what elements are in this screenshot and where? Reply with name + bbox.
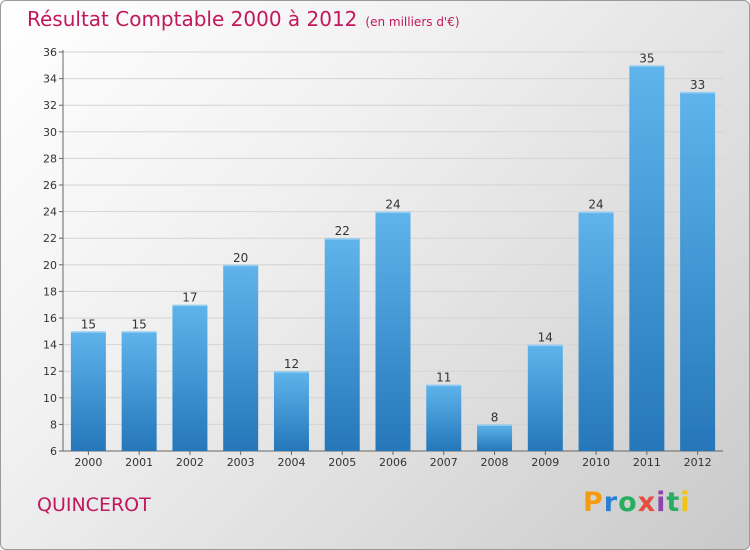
- proxiti-logo[interactable]: Proxiti: [583, 487, 691, 518]
- logo-letter: i: [656, 487, 667, 518]
- bar: [477, 424, 513, 451]
- x-tick-label: 2009: [531, 456, 559, 469]
- logo-letter: t: [666, 487, 681, 518]
- x-tick-label: 2001: [125, 456, 153, 469]
- x-tick-label: 2012: [684, 456, 712, 469]
- bar: [121, 331, 157, 451]
- bar-highlight: [121, 331, 157, 333]
- bar: [172, 304, 208, 451]
- logo-letter: r: [603, 487, 619, 518]
- data-label: 15: [132, 317, 147, 331]
- y-tick-label: 16: [43, 312, 57, 325]
- y-tick-label: 22: [43, 232, 57, 245]
- x-tick-label: 2006: [379, 456, 407, 469]
- bar-highlight: [172, 304, 208, 307]
- city-name: QUINCEROT: [37, 494, 151, 516]
- data-label: 8: [491, 410, 499, 424]
- data-label: 11: [436, 371, 451, 385]
- axes: 6 8 10 12 14 16 18 20 22 24 26 28 30 32 34 36 2000 2001 20…: [43, 46, 723, 469]
- bar-highlight: [527, 344, 563, 347]
- logo-letter: P: [583, 487, 604, 518]
- x-tick-label: 2005: [328, 456, 356, 469]
- bar-highlight: [426, 384, 462, 386]
- bar-highlight: [70, 331, 106, 333]
- x-tick-label: 2000: [74, 456, 102, 469]
- bar-highlight: [223, 264, 259, 267]
- bar: [680, 91, 716, 452]
- bar: [578, 211, 614, 451]
- x-tick-label: 2011: [633, 456, 661, 469]
- bar: [70, 331, 106, 451]
- bars: [70, 65, 716, 452]
- y-tick-label: 36: [43, 46, 57, 59]
- y-tick-label: 24: [43, 206, 57, 219]
- logo-letter: o: [618, 487, 638, 518]
- data-label: 12: [284, 357, 299, 371]
- bar: [324, 238, 360, 451]
- data-label: 14: [538, 331, 553, 345]
- y-tick-label: 30: [43, 126, 57, 139]
- data-label: 17: [182, 291, 197, 305]
- bar: [375, 211, 411, 451]
- bar-highlight: [477, 424, 513, 426]
- y-tick-label: 8: [50, 418, 57, 431]
- chart-title: Résultat Comptable 2000 à 2012: [27, 7, 358, 31]
- y-tick-label: 18: [43, 285, 57, 298]
- chart-title-block: Résultat Comptable 2000 à 2012 (en millie…: [27, 7, 460, 31]
- y-tick-label: 20: [43, 259, 57, 272]
- x-tick-label: 2007: [430, 456, 458, 469]
- y-tick-label: 6: [50, 445, 57, 458]
- data-labels: 15 15 17 20 12 22 24 11 8 14 24 35 33: [81, 51, 706, 424]
- bar: [273, 371, 309, 451]
- bar-highlight: [273, 371, 309, 373]
- data-label: 24: [385, 198, 400, 212]
- bar-highlight: [578, 211, 614, 214]
- bar-highlight: [629, 65, 665, 67]
- bar-highlight: [324, 238, 360, 240]
- y-tick-label: 10: [43, 392, 57, 405]
- bar: [629, 65, 665, 452]
- y-tick-label: 32: [43, 99, 57, 112]
- y-tick-label: 14: [43, 339, 57, 352]
- data-label: 35: [639, 51, 654, 65]
- bar: [426, 384, 462, 451]
- bar: [527, 344, 563, 451]
- data-label: 24: [588, 198, 603, 212]
- data-label: 20: [233, 251, 248, 265]
- x-tick-label: 2008: [481, 456, 509, 469]
- bar-highlight: [375, 211, 411, 214]
- x-tick-label: 2003: [227, 456, 255, 469]
- x-tick-label: 2004: [277, 456, 305, 469]
- bar: [223, 264, 259, 451]
- data-label: 22: [335, 224, 350, 238]
- x-tick-label: 2010: [582, 456, 610, 469]
- data-label: 15: [81, 317, 96, 331]
- logo-letter: i: [680, 487, 691, 518]
- bar-highlight: [680, 91, 716, 94]
- chart-subtitle: (en milliers d'€): [365, 15, 460, 29]
- data-label: 33: [690, 78, 705, 92]
- y-tick-label: 28: [43, 152, 57, 165]
- logo-letter: x: [637, 487, 657, 518]
- y-tick-label: 12: [43, 365, 57, 378]
- y-tick-label: 26: [43, 179, 57, 192]
- y-tick-label: 34: [43, 73, 57, 86]
- x-tick-label: 2002: [176, 456, 204, 469]
